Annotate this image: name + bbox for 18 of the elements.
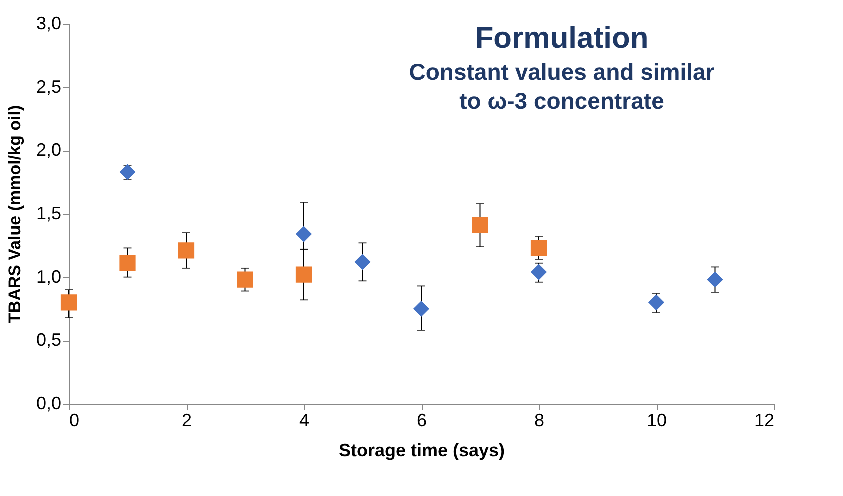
x-tick-label: 2	[182, 410, 192, 430]
y-tick-label: 1,0	[36, 266, 62, 287]
y-tick-label: 2,5	[36, 76, 62, 97]
x-tick-label: 0	[70, 410, 80, 430]
y-axis-title: TBARS Value (mmol/kg oil)	[5, 105, 24, 324]
x-tick-label: 12	[754, 410, 774, 430]
y-tick-label: 0,5	[36, 330, 62, 350]
x-tick-label: 8	[534, 410, 545, 430]
annotation: Constant values and similar to ω-3 concentrate	[409, 59, 715, 114]
x-axis-title: Storage time (says)	[338, 440, 506, 460]
y-tick-label: 2,0	[36, 140, 62, 160]
x-tick-label: 10	[646, 410, 668, 430]
annotation: Formulation	[475, 22, 649, 55]
y-tick-label: 0,0	[36, 394, 62, 414]
y-tick-label: 1,5	[36, 204, 62, 224]
x-tick-label: 4	[299, 410, 310, 430]
x-tick-label: 6	[416, 410, 428, 430]
y-tick-label: 3,0	[36, 14, 62, 34]
